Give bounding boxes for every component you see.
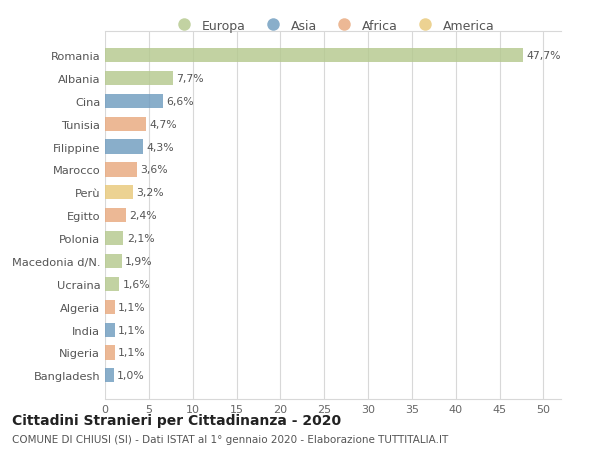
Legend: Europa, Asia, Africa, America: Europa, Asia, Africa, America xyxy=(167,15,499,38)
Text: 1,6%: 1,6% xyxy=(122,279,150,289)
Text: 1,1%: 1,1% xyxy=(118,325,146,335)
Text: 4,7%: 4,7% xyxy=(150,119,178,129)
Text: 47,7%: 47,7% xyxy=(527,51,562,61)
Bar xyxy=(105,209,126,223)
Bar xyxy=(105,254,122,269)
Text: 2,1%: 2,1% xyxy=(127,234,155,244)
Bar xyxy=(105,186,133,200)
Text: 1,9%: 1,9% xyxy=(125,257,153,266)
Text: 7,7%: 7,7% xyxy=(176,74,203,84)
Text: 1,1%: 1,1% xyxy=(118,302,146,312)
Bar xyxy=(105,300,115,314)
Bar xyxy=(105,118,146,131)
Text: 3,6%: 3,6% xyxy=(140,165,168,175)
Text: 3,2%: 3,2% xyxy=(137,188,164,198)
Bar xyxy=(105,140,143,154)
Bar xyxy=(105,49,523,63)
Text: COMUNE DI CHIUSI (SI) - Dati ISTAT al 1° gennaio 2020 - Elaborazione TUTTITALIA.: COMUNE DI CHIUSI (SI) - Dati ISTAT al 1°… xyxy=(12,434,448,444)
Bar xyxy=(105,323,115,337)
Text: 4,3%: 4,3% xyxy=(146,142,174,152)
Text: 1,1%: 1,1% xyxy=(118,348,146,358)
Text: Cittadini Stranieri per Cittadinanza - 2020: Cittadini Stranieri per Cittadinanza - 2… xyxy=(12,413,341,427)
Text: 2,4%: 2,4% xyxy=(130,211,157,221)
Bar xyxy=(105,163,137,177)
Bar xyxy=(105,346,115,360)
Bar xyxy=(105,72,173,86)
Text: 6,6%: 6,6% xyxy=(166,96,194,106)
Text: 1,0%: 1,0% xyxy=(117,370,145,381)
Bar xyxy=(105,277,119,291)
Bar xyxy=(105,369,114,383)
Bar xyxy=(105,231,124,246)
Bar xyxy=(105,95,163,109)
